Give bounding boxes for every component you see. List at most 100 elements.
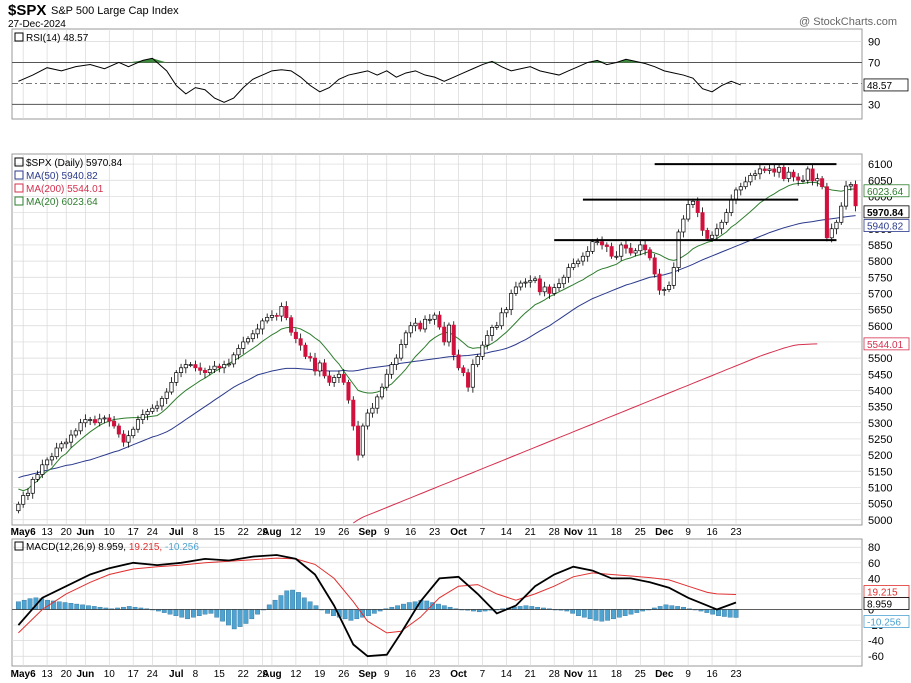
candle — [810, 165, 815, 186]
macd-hist-bar — [634, 609, 640, 613]
candle-up — [423, 318, 428, 330]
x-tick-label-bottom: 29 — [257, 669, 269, 680]
macd-hist-bar — [517, 606, 523, 610]
candle — [437, 311, 442, 330]
candle-up — [504, 309, 509, 314]
candle-down — [647, 249, 652, 259]
candle-up — [102, 417, 107, 420]
candle — [753, 169, 758, 180]
price-tick-label: 6050 — [868, 175, 892, 187]
x-tick-label-bottom: 19 — [314, 669, 326, 680]
candle — [466, 368, 471, 392]
candle-up — [571, 263, 576, 268]
candle-down — [466, 372, 471, 388]
candle — [576, 258, 581, 268]
candle-up — [552, 287, 557, 294]
macd-hist-bar — [237, 609, 243, 627]
x-tick-label-bottom: 13 — [42, 669, 54, 680]
candle-up — [250, 333, 255, 340]
candle-up — [255, 328, 260, 335]
macd-line — [17, 554, 737, 658]
candle-up — [183, 364, 188, 369]
macd-hist-bar — [348, 609, 354, 621]
candle-down — [274, 315, 279, 317]
x-tick-label-bottom: 26 — [338, 669, 350, 680]
rsi-legend — [14, 32, 24, 42]
macd-hist-bar — [243, 609, 249, 624]
macd-hist-bar — [290, 589, 296, 610]
candle — [552, 283, 557, 297]
candle — [643, 239, 648, 256]
macd-hist-bar — [587, 609, 593, 620]
candle — [805, 166, 810, 184]
macd-hist-bar — [727, 609, 733, 618]
candle — [743, 176, 748, 190]
candle — [408, 321, 413, 338]
candle — [489, 324, 495, 341]
candle — [748, 172, 753, 186]
candle — [346, 379, 351, 404]
price-legend-text: MA(50) 5940.82 — [26, 171, 98, 182]
macd-hist-bar — [663, 604, 669, 610]
x-tick-label-bottom: 17 — [128, 669, 140, 680]
candle — [628, 242, 633, 256]
candle-up — [556, 283, 562, 288]
candle-down — [824, 186, 829, 239]
candle — [298, 333, 303, 351]
candle-down — [451, 324, 456, 356]
candle — [604, 242, 609, 253]
candle-up — [408, 325, 413, 334]
candle-down — [772, 168, 777, 173]
x-tick-label: 21 — [525, 527, 537, 538]
macd-hist-bar — [208, 609, 214, 614]
candle — [21, 491, 26, 508]
candle-up — [815, 178, 820, 182]
candle — [312, 352, 318, 376]
candle-down — [657, 273, 662, 291]
candle-up — [595, 241, 600, 244]
price-tick-label: 5500 — [868, 353, 892, 365]
candle — [107, 414, 112, 427]
candle — [657, 268, 662, 295]
x-tick-label: 22 — [238, 527, 250, 538]
candle-down — [107, 417, 112, 422]
rsi-value-box — [863, 78, 909, 92]
chart-header: $SPX S&P 500 Large Cap Index 27-Dec-2024… — [8, 2, 903, 30]
price-legend-swatch — [14, 157, 24, 167]
candle-down — [121, 433, 126, 443]
candle-up — [269, 315, 274, 318]
macd-hist-bar — [179, 609, 185, 618]
candle-up — [35, 474, 40, 480]
x-tick-label-bottom: 23 — [730, 669, 742, 680]
macd-hist-bar — [27, 598, 33, 610]
candle — [145, 408, 150, 421]
candle-up — [59, 443, 64, 449]
macd-hist-bar — [196, 609, 202, 616]
candle-up — [332, 377, 337, 383]
candle-down — [289, 317, 294, 333]
candle-up — [513, 286, 518, 294]
candle-up — [509, 293, 514, 310]
candle — [542, 281, 547, 297]
candle-up — [753, 173, 758, 176]
x-tick-label: 11 — [587, 527, 598, 538]
candle — [461, 365, 466, 377]
candle — [88, 416, 93, 426]
x-tick-label: Aug — [262, 527, 281, 538]
candle-up — [561, 276, 566, 285]
candle — [528, 275, 533, 288]
candle — [370, 403, 375, 418]
macd-hist-bar — [191, 609, 196, 618]
candle — [590, 239, 595, 254]
x-tick-label-bottom: 12 — [290, 669, 302, 680]
candle-up — [800, 179, 806, 182]
candle — [671, 262, 676, 289]
price-value-label: 6023.64 — [867, 187, 904, 198]
macd-hist-bar — [599, 609, 605, 622]
candle-up — [576, 260, 581, 265]
candle-up — [566, 267, 571, 278]
candle — [64, 438, 69, 449]
price-tick-label: 5250 — [868, 434, 892, 446]
candle-down — [600, 241, 605, 246]
